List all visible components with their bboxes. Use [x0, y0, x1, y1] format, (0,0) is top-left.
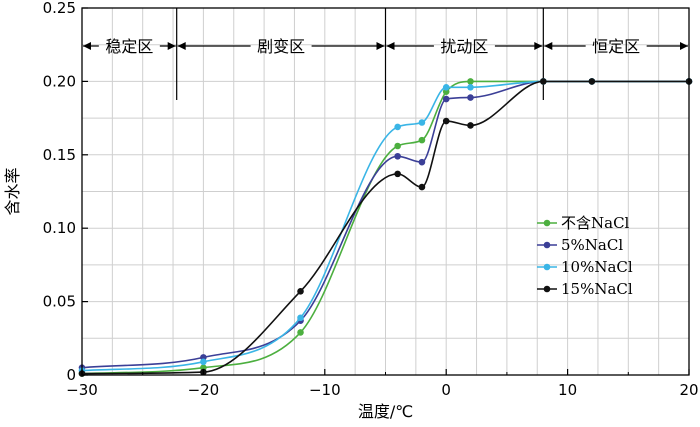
series-lines: [78, 78, 693, 377]
legend-marker: [543, 219, 551, 227]
x-tick-label: 20: [679, 381, 698, 399]
x-axis-title: 温度/℃: [358, 402, 413, 421]
data-point: [200, 358, 207, 366]
legend-marker: [543, 241, 551, 249]
region-arrowhead: [167, 42, 176, 50]
data-point: [467, 78, 474, 85]
data-point: [394, 170, 401, 178]
data-point: [418, 136, 426, 144]
data-point: [588, 78, 596, 85]
x-tick-label: −30: [66, 381, 98, 399]
legend-label: 10%NaCl: [561, 258, 633, 276]
region-arrowhead: [680, 42, 688, 50]
data-point: [394, 123, 401, 131]
region-arrowhead: [376, 42, 385, 50]
x-tick-label: −20: [188, 381, 220, 399]
region-arrowhead: [177, 42, 186, 50]
region-label: 剧变区: [257, 37, 305, 56]
legend-label: 15%NaCl: [561, 280, 633, 298]
region-arrowhead: [83, 42, 91, 50]
data-point: [467, 83, 474, 91]
data-point: [297, 288, 304, 295]
region-label: 扰动区: [440, 37, 488, 56]
data-point: [418, 158, 426, 166]
data-point: [418, 183, 426, 191]
data-point: [540, 78, 547, 85]
y-tick-label: 0.10: [43, 219, 76, 237]
y-tick-label: 0.15: [43, 146, 76, 164]
data-point: [442, 95, 450, 103]
data-point: [394, 152, 401, 160]
y-tick-label: 0: [66, 366, 76, 384]
region-label: 恒定区: [592, 37, 640, 56]
legend: 不含NaCl 5%NaCl 10%NaCl 15%NaCl: [537, 214, 633, 298]
x-tick-label: 0: [441, 381, 451, 399]
data-point: [418, 119, 426, 126]
legend-label: 不含NaCl: [561, 214, 630, 232]
legend-marker: [543, 285, 551, 293]
data-point: [297, 329, 304, 336]
y-axis-title: 含水率: [3, 167, 22, 215]
region-annotations: 稳定区 剧变区 扰动区 恒定区: [83, 8, 688, 100]
region-arrowhead: [386, 42, 395, 50]
region-arrowhead: [534, 42, 543, 50]
data-point: [467, 94, 474, 101]
region-label: 稳定区: [105, 37, 153, 56]
legend-label: 5%NaCl: [561, 236, 623, 254]
region-arrowhead: [544, 42, 553, 50]
data-point: [442, 83, 450, 91]
data-point: [467, 122, 474, 129]
data-point: [394, 142, 401, 150]
x-tick-label: −10: [309, 381, 341, 399]
y-tick-label: 0.20: [43, 72, 76, 90]
y-tick-label: 0.25: [43, 0, 76, 17]
data-point: [442, 117, 450, 125]
y-tick-label: 0.05: [43, 293, 76, 311]
legend-marker: [543, 263, 551, 271]
data-point: [297, 314, 304, 322]
axes: −30 −20 −10 0 10 20 0 0.05 0.10 0.15 0.20 0.25: [43, 0, 699, 399]
x-tick-label: 10: [558, 381, 577, 399]
